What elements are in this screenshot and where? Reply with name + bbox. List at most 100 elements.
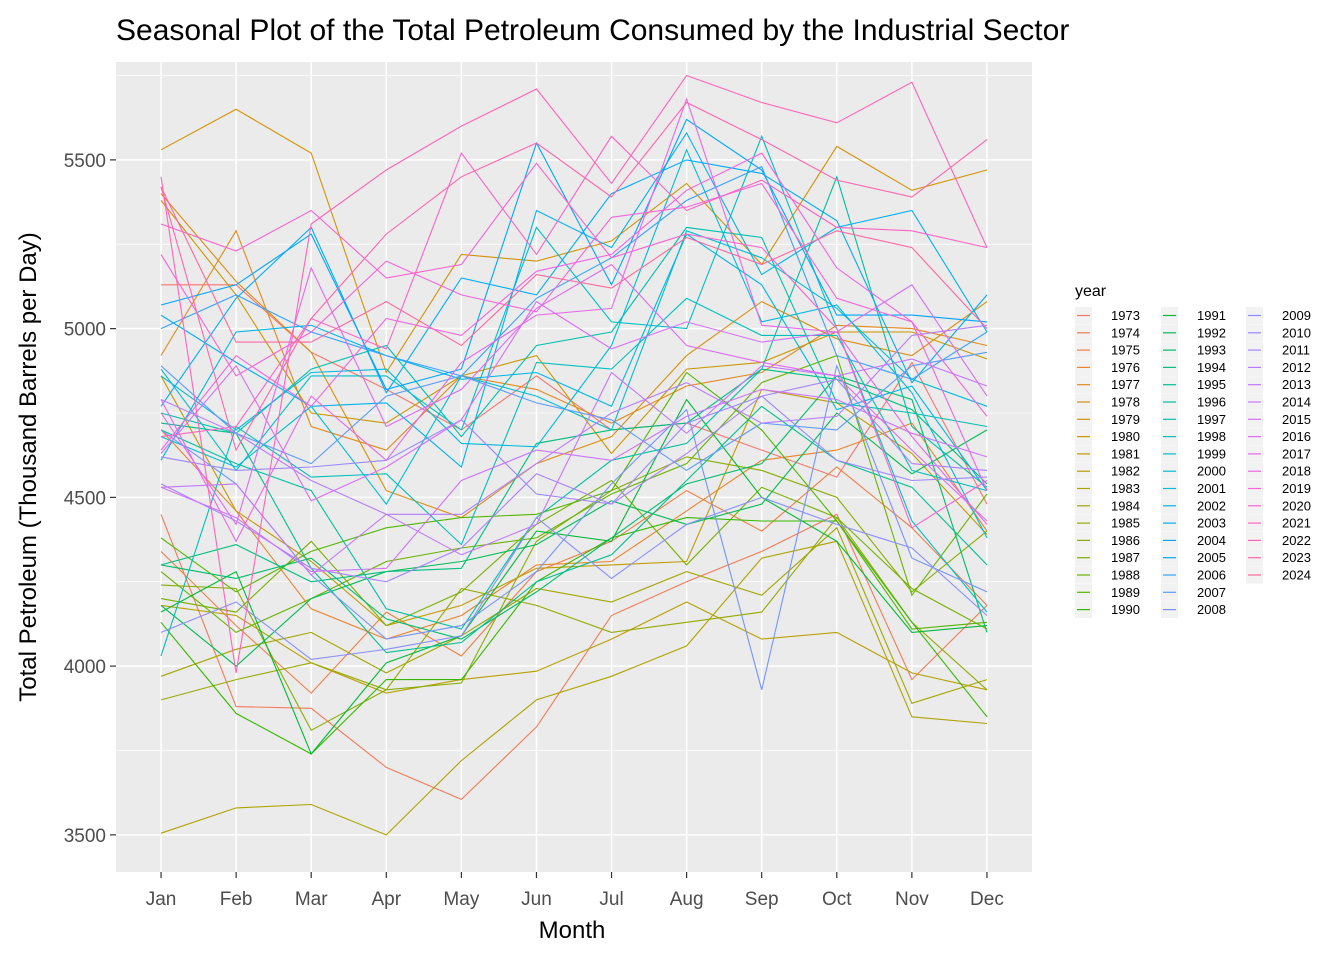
legend-entry-1995: 1995: [1161, 376, 1226, 394]
legend-label: 1994: [1197, 360, 1226, 375]
legend-entry-1986: 1986: [1075, 531, 1140, 549]
legend-entry-1983: 1983: [1075, 480, 1140, 497]
legend-label: 1983: [1111, 481, 1140, 496]
legend-entry-2005: 2005: [1161, 549, 1226, 567]
series-line-2001: [160, 148, 988, 539]
legend-entry-1989: 1989: [1075, 583, 1140, 601]
legend-entry-2000: 2000: [1161, 462, 1226, 480]
legend-entry-1994: 1994: [1161, 358, 1226, 376]
legend-label: 1997: [1197, 412, 1226, 427]
legend-label: 2014: [1282, 395, 1311, 410]
legend-entry-2021: 2021: [1246, 514, 1311, 532]
legend-label: 2016: [1282, 429, 1311, 444]
legend-label: 1995: [1197, 377, 1226, 392]
legend-label: 1973: [1111, 308, 1140, 323]
legend-entry-2006: 2006: [1161, 566, 1226, 584]
series-line-2004: [160, 159, 988, 407]
x-tick-label: Nov: [895, 889, 929, 910]
legend-entry-2022: 2022: [1246, 531, 1311, 549]
legend-entry-2009: 2009: [1246, 307, 1311, 324]
legend-entry-1999: 1999: [1161, 445, 1226, 463]
legend-entry-1988: 1988: [1075, 566, 1140, 584]
legend-entry-2007: 2007: [1161, 583, 1226, 601]
series-line-1979: [160, 108, 988, 374]
series-line-1982: [160, 601, 988, 694]
legend-label: 1984: [1111, 498, 1140, 513]
x-tick-label: Feb: [220, 889, 253, 910]
legend-entry-1975: 1975: [1075, 341, 1140, 359]
x-tick-label: Jun: [521, 889, 552, 910]
legend-label: 1985: [1111, 516, 1140, 531]
legend-label: 2004: [1197, 533, 1226, 548]
series-line-1992: [160, 412, 988, 667]
legend-entry-1974: 1974: [1075, 324, 1140, 342]
series-line-2014: [160, 388, 988, 573]
legend-entry-2016: 2016: [1246, 428, 1311, 446]
series-line-2007: [160, 351, 988, 472]
legend-label: 1982: [1111, 464, 1140, 479]
series-line-2021: [160, 135, 988, 438]
series-line-1988: [160, 354, 988, 634]
legend-entry-1973: 1973: [1075, 307, 1140, 324]
legend-entry-2011: 2011: [1246, 341, 1310, 359]
legend-entry-2003: 2003: [1161, 514, 1226, 532]
legend-entry-1993: 1993: [1161, 341, 1226, 359]
legend-entry-2012: 2012: [1246, 358, 1311, 376]
legend: year 1973 1974 1975 1976 1977 1978 1979 1980 198…: [1075, 283, 1311, 619]
legend-label: 2007: [1197, 585, 1226, 600]
y-tick-label: 5000: [64, 320, 106, 341]
series-line-2019: [160, 182, 988, 417]
legend-label: 1986: [1111, 533, 1140, 548]
series-line-2003: [160, 131, 988, 468]
series-line-2024: [160, 186, 988, 347]
legend-label: 2009: [1282, 308, 1311, 323]
legend-label: 1977: [1111, 377, 1140, 392]
legend-label: 1975: [1111, 343, 1140, 358]
series-line-1975: [160, 466, 988, 694]
series-line-2010: [160, 395, 988, 505]
chart-title: Seasonal Plot of the Total Petroleum Con…: [116, 14, 1069, 47]
legend-label: 1990: [1111, 602, 1140, 617]
legend-label: 2006: [1197, 568, 1226, 583]
legend-entry-1977: 1977: [1075, 376, 1140, 394]
legend-entry-2014: 2014: [1246, 393, 1311, 411]
series-line-2016: [160, 263, 988, 526]
legend-label: 2018: [1282, 464, 1311, 479]
legend-label: 2005: [1197, 550, 1226, 565]
legend-label: 2001: [1197, 481, 1226, 496]
series-line-2023: [160, 101, 988, 452]
legend-entry-2013: 2013: [1246, 376, 1311, 394]
legend-label: 1998: [1197, 429, 1226, 444]
legend-label: 1979: [1111, 412, 1140, 427]
x-tick-label: May: [443, 889, 479, 910]
legend-entry-2004: 2004: [1161, 531, 1226, 549]
series-line-1976: [160, 422, 988, 640]
series-line-2006: [160, 165, 988, 380]
legend-label: 2003: [1197, 516, 1226, 531]
series-line-1985: [160, 516, 988, 701]
legend-entry-1976: 1976: [1075, 358, 1140, 376]
legend-entry-1987: 1987: [1075, 549, 1140, 567]
legend-label: 1987: [1111, 550, 1140, 565]
series-line-1993: [160, 375, 988, 640]
legend-entry-2010: 2010: [1246, 324, 1311, 342]
legend-label: 2010: [1282, 325, 1311, 340]
legend-label: 2012: [1282, 360, 1311, 375]
legend-entry-1990: 1990: [1075, 601, 1140, 619]
legend-entry-2001: 2001: [1161, 480, 1226, 497]
legend-label: 1999: [1197, 446, 1226, 461]
legend-entry-1998: 1998: [1161, 428, 1226, 446]
series-line-2017: [160, 97, 988, 543]
legend-label: 1976: [1111, 360, 1140, 375]
series-line-2013: [160, 358, 988, 576]
series-line-1989: [160, 371, 988, 630]
series-line-1995: [160, 405, 988, 654]
legend-entry-2008: 2008: [1161, 601, 1226, 619]
x-tick-label: Dec: [970, 889, 1004, 910]
series-line-1990: [160, 517, 988, 755]
y-axis-ticks: 3500 4000 4500 5000 5500: [64, 151, 116, 847]
x-tick-label: Jul: [599, 889, 623, 910]
legend-entry-1992: 1992: [1161, 324, 1226, 342]
legend-entry-2015: 2015: [1246, 410, 1311, 428]
legend-label: 1974: [1111, 325, 1140, 340]
